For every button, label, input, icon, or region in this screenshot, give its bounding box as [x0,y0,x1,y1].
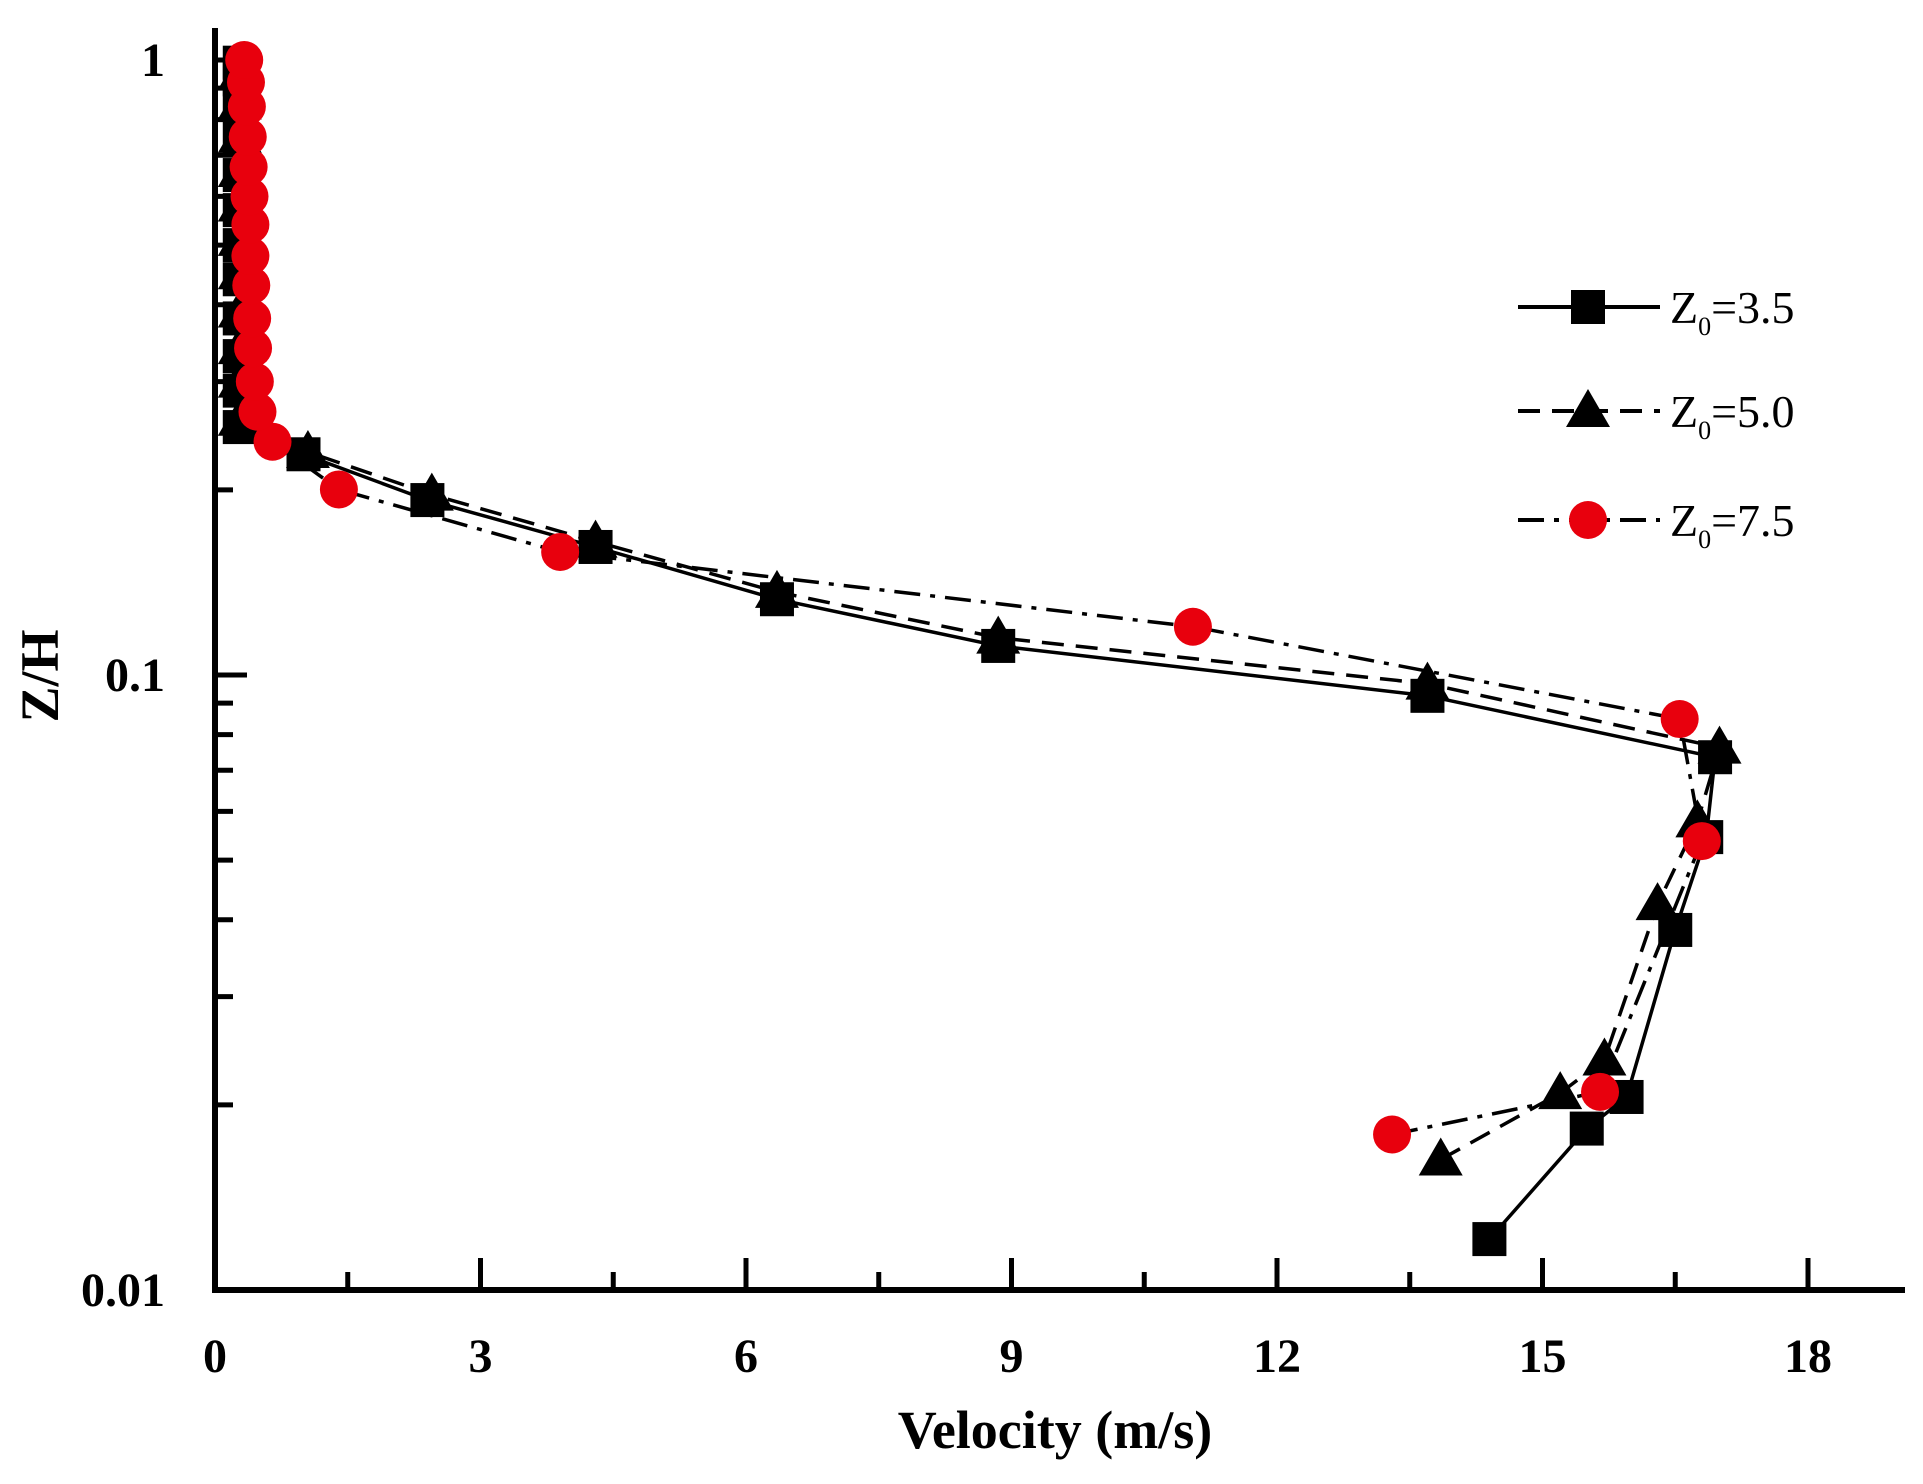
x-tick-label: 6 [734,1330,758,1383]
y-axis-title: Z/H [10,629,70,722]
circle-point [1660,700,1699,739]
series-line [238,73,1722,1162]
series-group [217,41,1742,1257]
circle-point [231,237,270,276]
series-triangle [217,51,1742,1176]
circle-point [235,362,274,401]
circle-point [228,117,267,156]
series-line [238,62,1717,1241]
circle-point [234,329,273,368]
triangle-point [285,429,330,468]
x-tick-label: 9 [1000,1330,1024,1383]
x-tick-label: 0 [203,1330,227,1383]
legend-circle-marker [1569,501,1607,539]
legend-label-sub: 0 [1698,312,1711,341]
x-tick-label: 15 [1519,1330,1567,1383]
square-point [1472,1222,1507,1257]
legend-item-z0-7-5: Z0=7.5 [1518,495,1795,554]
circle-point [253,422,292,461]
triangle-point [1635,882,1680,921]
triangle-point [573,519,618,558]
legend-label-value: =5.0 [1711,386,1794,437]
series-line [242,59,1704,1137]
triangle-point [1405,661,1450,700]
circle-point [1173,607,1212,646]
circle-point [1682,822,1721,861]
axes-group [212,28,1905,1293]
circle-point [541,532,580,571]
circle-point [231,205,270,244]
series-square [222,45,1733,1257]
legend-label-sub: 0 [1698,525,1711,554]
x-tick-label: 3 [469,1330,493,1383]
circle-point [229,147,268,186]
x-tick-label: 18 [1784,1330,1832,1383]
legend-label-value: =3.5 [1711,282,1794,333]
circle-point [238,392,277,431]
legend-label-sub: 0 [1698,416,1711,445]
triangle-point [976,615,1021,654]
triangle-point [1418,1137,1463,1176]
circle-point [225,41,264,79]
legend-square-marker [1571,290,1605,324]
circle-point [233,299,272,338]
circle-point [232,266,271,305]
y-tick-label: 0.1 [105,649,165,702]
tick-labels-group: 0 3 6 9 12 15 18 0.01 0.1 1 [81,34,1832,1383]
legend-label-main: Z [1670,495,1698,546]
series-circle [225,41,1721,1154]
legend-label-main: Z [1670,282,1698,333]
circle-point [319,470,358,509]
circle-point [1373,1115,1412,1154]
triangle-point [1538,1071,1583,1110]
svg-text:Z0=7.5: Z0=7.5 [1670,495,1795,554]
legend-label-main: Z [1670,386,1698,437]
legend-label-value: =7.5 [1711,495,1794,546]
triangle-point [754,569,799,608]
legend: Z0=3.5 Z0=5.0 Z0=7.5 [1518,282,1795,554]
x-axis-title: Velocity (m/s) [898,1400,1212,1460]
circle-point [1581,1072,1620,1111]
y-tick-label: 1 [141,34,165,87]
x-tick-label: 12 [1253,1330,1301,1383]
y-tick-label: 0.01 [81,1264,165,1317]
legend-item-z0-5-0: Z0=5.0 [1518,386,1795,445]
legend-item-z0-3-5: Z0=3.5 [1518,282,1795,341]
triangle-point [409,472,454,511]
svg-text:Z0=5.0: Z0=5.0 [1670,386,1795,445]
square-point [1569,1111,1604,1146]
circle-point [230,177,269,216]
legend-triangle-marker [1566,389,1610,427]
svg-text:Z0=3.5: Z0=3.5 [1670,282,1795,341]
triangle-point [1697,725,1742,764]
triangle-point [1582,1037,1627,1076]
